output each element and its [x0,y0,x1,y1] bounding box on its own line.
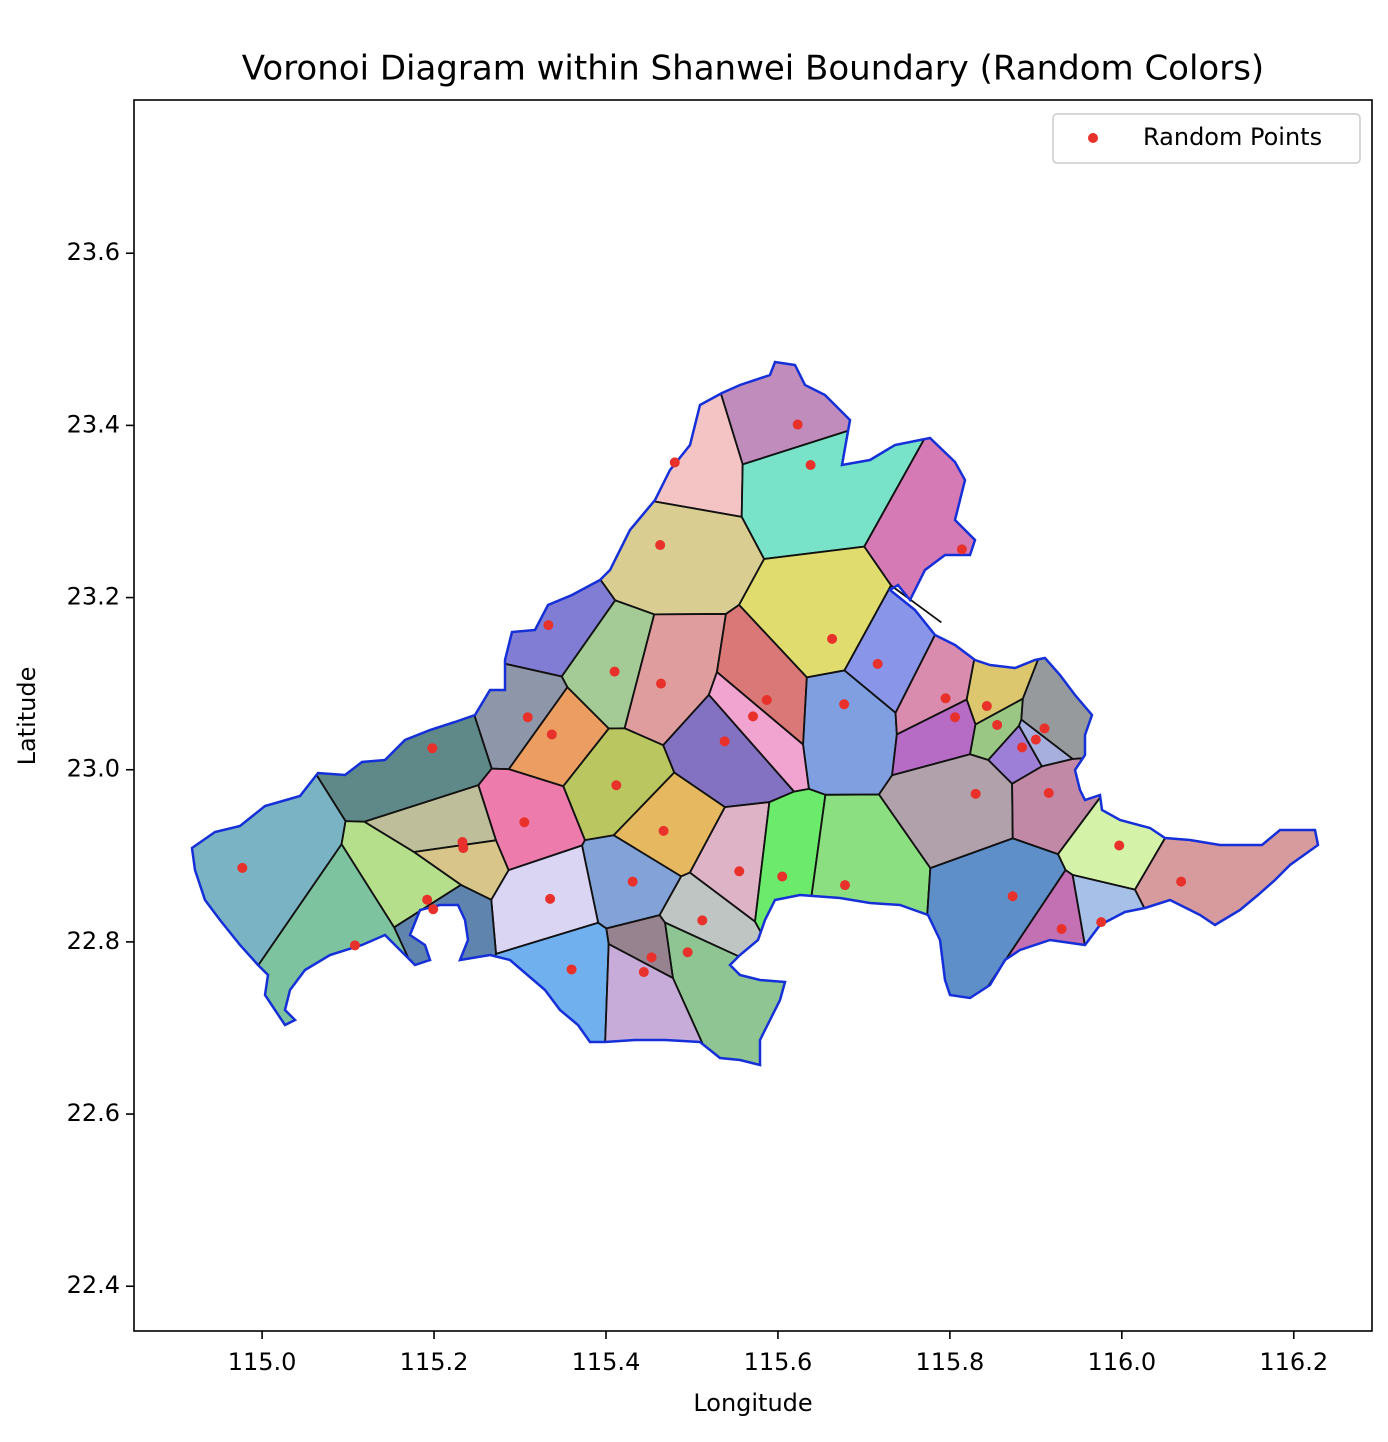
y-axis-label: Latitude [13,667,41,766]
voronoi-cells [191,361,1319,1067]
legend [1052,113,1361,164]
point [734,866,745,877]
x-tick-label: 115.0 [228,1348,297,1376]
point [237,862,248,873]
y-tick-label: 22.8 [67,927,120,955]
point [748,711,758,722]
point [697,915,708,926]
y-tick-label: 23.0 [67,755,120,783]
point [543,620,554,631]
point [519,817,530,828]
point [422,894,433,905]
point [656,678,667,689]
point [956,544,967,555]
point [655,540,666,551]
boundary [190,360,1320,1067]
x-tick-label: 116.0 [1087,1348,1156,1376]
point [761,695,772,706]
voronoi-cell [599,500,766,616]
point [427,743,438,754]
point [646,952,657,963]
point [682,947,693,958]
plot-frame [133,99,1373,1332]
y-tick-label: 23.4 [67,410,120,438]
legend-marker [1088,133,1098,143]
point [1114,840,1125,851]
y-tick-label: 23.2 [67,583,120,611]
x-tick-label: 115.6 [744,1348,813,1376]
point [1056,923,1067,934]
chart-title: Voronoi Diagram within Shanwei Boundary … [242,49,1264,89]
point [827,633,838,644]
point [839,880,850,891]
point [609,666,620,677]
x-tick-label: 116.2 [1259,1348,1328,1376]
point [1017,742,1028,753]
x-tick-label: 115.4 [572,1348,641,1376]
legend-label: Random Points [1143,123,1322,151]
y-tick-label: 22.6 [67,1099,120,1127]
point [872,658,883,669]
point [545,893,556,904]
point [719,736,730,747]
point [992,719,1003,730]
point [349,940,360,951]
point [1096,917,1107,928]
point [805,459,816,470]
point [669,457,680,468]
point [940,693,951,704]
x-tick-label: 115.8 [916,1348,985,1376]
point [428,904,439,915]
point [777,871,788,882]
point [1043,787,1054,798]
point [950,712,961,723]
y-tick-label: 22.4 [67,1271,120,1299]
point [1030,734,1041,745]
point [792,419,803,430]
y-tick-label: 23.6 [67,238,120,266]
point [611,780,622,791]
point [546,729,557,740]
x-axis-label: Longitude [693,1389,812,1417]
point [1176,876,1187,887]
point [839,699,850,710]
point [970,788,981,799]
point [1039,723,1050,734]
point [1007,891,1018,902]
point [627,876,638,887]
point [522,712,533,723]
point [566,964,577,975]
points [237,419,1187,978]
point [658,825,669,836]
x-tick-label: 115.2 [400,1348,469,1376]
point [981,701,992,712]
point [458,843,469,854]
point [638,967,649,978]
